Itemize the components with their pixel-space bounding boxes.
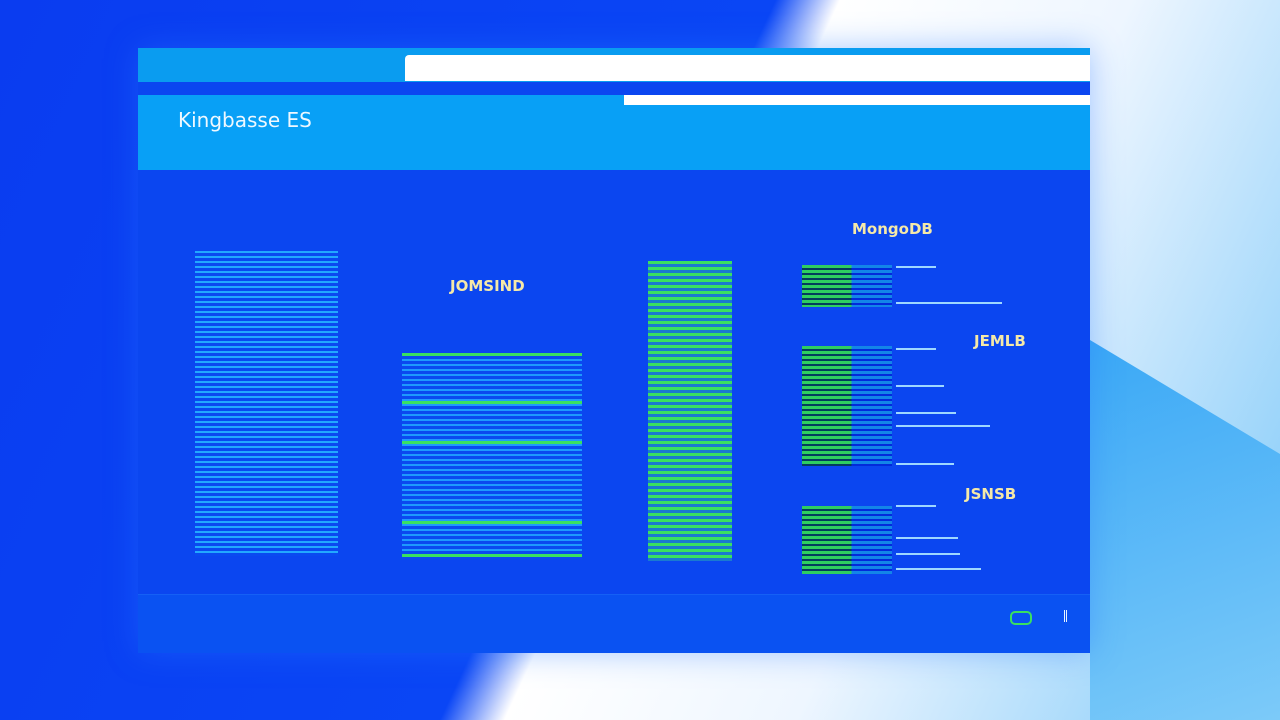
address-bar[interactable]: [405, 55, 1090, 81]
data-block: [802, 346, 892, 466]
row-line: [402, 441, 582, 444]
title-bar: [138, 48, 1090, 82]
row-line: [402, 521, 582, 524]
data-block: [802, 265, 892, 307]
text-line: [896, 463, 954, 465]
text-line: [896, 302, 1002, 304]
bg-shape: [1090, 340, 1280, 720]
data-panel: [648, 261, 732, 561]
panel-title: JSNSB: [965, 485, 1017, 503]
app-title: Kingbasse ES: [178, 108, 312, 132]
text-line: [896, 537, 958, 539]
text-line: [896, 553, 960, 555]
text-line: [896, 425, 990, 427]
row-line: [402, 353, 582, 356]
row-line: [402, 554, 582, 557]
text-line: [896, 568, 981, 570]
data-panel: [195, 251, 338, 556]
footer: [138, 594, 1090, 653]
text-line: [896, 505, 936, 507]
next-button[interactable]: [1054, 610, 1067, 622]
text-line: [896, 385, 944, 387]
text-line: [896, 348, 936, 350]
text-line: [896, 266, 936, 268]
header: [138, 95, 1090, 170]
panel-title: MongoDB: [852, 220, 933, 238]
toggle-button[interactable]: [1010, 611, 1032, 625]
panel-title: JEMLB: [974, 332, 1026, 350]
header-strip: [624, 95, 1090, 105]
data-panel: [402, 354, 582, 559]
data-block: [802, 506, 892, 574]
row-line: [402, 401, 582, 404]
text-line: [896, 412, 956, 414]
app-window: Kingbasse ES JOMSIND MongoDB JEMLB JSNSB: [138, 48, 1090, 653]
panel-title: JOMSIND: [450, 277, 525, 295]
